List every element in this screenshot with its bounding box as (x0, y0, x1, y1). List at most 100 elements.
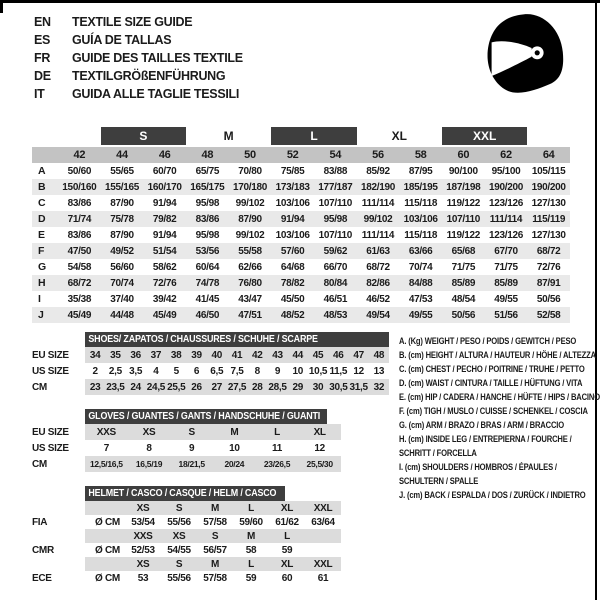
helmet-size-header: XS (172, 530, 186, 542)
size-column-header: 42 (73, 149, 86, 161)
value-cell: 7,5 (230, 365, 244, 377)
row-letter: B (38, 181, 46, 193)
size-cell: 83/88 (323, 165, 348, 177)
value-cell: 40 (211, 349, 222, 361)
size-cell: 103/106 (403, 213, 438, 225)
size-cell: 48/53 (323, 309, 348, 321)
size-cell: 35/38 (67, 293, 92, 305)
legend: A. (Kg) WEIGHT / PESO / POIDS / GEWITCH … (399, 333, 600, 501)
value-cell: 11,5 (329, 365, 348, 377)
helmet-value-cell: 53/54 (131, 516, 155, 528)
size-cell: 67/70 (494, 245, 518, 257)
helmet-value-cell: 53 (137, 572, 149, 584)
size-cell: 47/50 (67, 245, 92, 257)
helmet-title-bar: HELMET / CASCO / CASQUE / HELM / CASCO (85, 485, 285, 501)
helmet-values-row: CMR Ø CM 52/53 54/55 56/57 58 59 (32, 543, 389, 557)
helmet-size-header: XXL (313, 558, 333, 570)
size-cell: 50/56 (536, 293, 561, 305)
size-cell: 103/106 (275, 197, 310, 209)
helmet-size-header: S (211, 530, 219, 542)
size-row: H 68/72 70/74 72/76 74/78 76/80 78/82 80/84 82/8… (32, 275, 570, 291)
size-cell: 49/55 (494, 293, 518, 305)
gloves-table-title-bar: GLOVES / GUANTES / GANTS / HANDSCHUHE / … (85, 408, 327, 424)
size-cell: 53/56 (195, 245, 220, 257)
size-cell: 185/195 (403, 181, 438, 193)
size-cell: 57/60 (280, 245, 305, 257)
helmet-table: HELMET / CASCO / CASQUE / HELM / CASCO XS… (32, 485, 389, 585)
size-cell: 95/98 (195, 229, 220, 241)
size-cell: 68/72 (67, 277, 92, 289)
value-cell: 32 (373, 381, 385, 393)
value-cell: 6,5 (210, 365, 224, 377)
legend-text: J. (cm) BACK / ESPALDA / DOS / ZURÜCK / … (399, 490, 586, 501)
legend-line: I. (cm) SHOULDERS / HOMBROS / ÉPAULES / (399, 459, 594, 473)
size-cell: 111/114 (361, 197, 395, 209)
row-letter: F (38, 245, 45, 257)
value-cell: 3,5 (129, 365, 143, 377)
legend-text: E. (cm) HIP / CADERA / HANCHE / HÜFTE / … (399, 392, 600, 403)
helmet-values-row: ECE Ø CM 53 55/56 57/58 59 60 61 (32, 571, 389, 585)
value-cell: 37 (150, 349, 162, 361)
size-cell: 45/49 (67, 309, 92, 321)
size-cell: 72/76 (152, 277, 177, 289)
helmet-value-cell: 58 (245, 544, 257, 556)
helmet-sizes-row: XS S M L XL XXL (32, 557, 389, 571)
size-cell: 47/53 (408, 293, 433, 305)
value-cell: 23/26,5 (263, 459, 291, 469)
helmet-title: HELMET / CASCO / CASQUE / HELM / CASCO (88, 487, 277, 499)
size-cell: 85/89 (494, 277, 518, 289)
language-code: FR (34, 51, 51, 65)
legend-text: SCHRITT / FORCELLA (399, 448, 477, 459)
size-cell: 177/187 (318, 181, 353, 193)
size-cell: 60/70 (152, 165, 177, 177)
legend-text: F. (cm) TIGH / MUSLO / CUISSE / SCHENKEL… (399, 406, 588, 417)
value-cell: 39 (191, 349, 202, 361)
helmet-size-header: S (175, 502, 183, 514)
table-row: CM 23 23,5 24 24,5 25,5 26 27 27,5 28 28,5 29 30 30,5… (32, 379, 389, 395)
helmet-sizes-row: XXS XS S M L (32, 529, 389, 543)
language-label: GUIDE DES TAILLES TEXTILE (72, 51, 243, 65)
size-cell: 115/118 (404, 229, 438, 241)
size-cell: 150/160 (62, 181, 97, 193)
legend-line: B. (cm) HEIGHT / ALTURA / HAUTEUR / HÖHE… (399, 347, 596, 361)
size-cell: 41/45 (195, 293, 220, 305)
size-cell: 71/75 (494, 261, 518, 273)
size-cell: 87/91 (536, 277, 561, 289)
helmet-value-cell: 63/64 (311, 516, 335, 528)
helmet-values: Ø CM 53/54 55/56 57/58 59/60 61/62 63/64 (85, 515, 341, 529)
value-cell: 24 (130, 381, 141, 393)
size-cell: 68/72 (366, 261, 390, 273)
legend-line: D. (cm) WAIST / CINTURA / TAILLE / HÜFTU… (399, 375, 594, 389)
size-cell: 37/40 (110, 293, 134, 305)
size-cell: 123/126 (488, 197, 524, 209)
size-cell: 115/119 (532, 213, 566, 225)
table-title-row: SHOES/ ZAPATOS / CHAUSSURES / SCHUHE / S… (32, 331, 389, 347)
value-cell: 36 (130, 349, 141, 361)
helmet-value-cell: 59 (245, 572, 257, 584)
size-group-label: XL (391, 129, 407, 143)
helmet-sizes: XS S M L XL XXL (85, 501, 341, 515)
size-group-bar: L (271, 127, 357, 145)
size-cell: 127/130 (531, 197, 566, 209)
size-cell: 55/58 (238, 245, 262, 257)
legend-line: J. (cm) BACK / ESPALDA / DOS / ZURÜCK / … (399, 487, 594, 501)
legend-item: D. (cm) WAIST / CINTURA / TAILLE / HÜFTU… (399, 375, 594, 389)
top-border-line (0, 0, 600, 3)
gloves-table-title: GLOVES / GUANTES / GANTS / HANDSCHUHE / … (88, 410, 321, 422)
legend-item: E. (cm) HIP / CADERA / HANCHE / HÜFTE / … (399, 389, 600, 403)
language-row: FR GUIDE DES TAILLES TEXTILE (34, 49, 243, 67)
size-row: D 71/74 75/78 79/82 83/86 87/90 91/94 95/98 99/1… (32, 211, 570, 227)
legend-line: SCHULTERN / SPALLE (399, 473, 594, 487)
shoes-table-title: SHOES/ ZAPATOS / CHAUSSURES / SCHUHE / S… (88, 333, 318, 345)
size-cell: 190/200 (488, 181, 524, 193)
table-row: EU SIZE XXS XS S M L XL (32, 424, 389, 440)
size-cell: 173/183 (275, 181, 310, 193)
legend-line: C. (cm) CHEST / PECHO / POITRINE / TRUHE… (399, 361, 594, 375)
value-cell: M (230, 426, 239, 438)
value-cell: 12,5/16,5 (89, 459, 123, 469)
size-row: C 83/86 87/90 91/94 95/98 99/102 103/106 107/11… (32, 195, 570, 211)
size-cell: 68/72 (536, 245, 561, 257)
helmet-sizes: XXS XS S M L (85, 529, 341, 543)
value-cell: 2 (92, 365, 99, 377)
legend-text: H. (cm) INSIDE LEG / ENTREPIERNA / FOURC… (399, 434, 572, 445)
